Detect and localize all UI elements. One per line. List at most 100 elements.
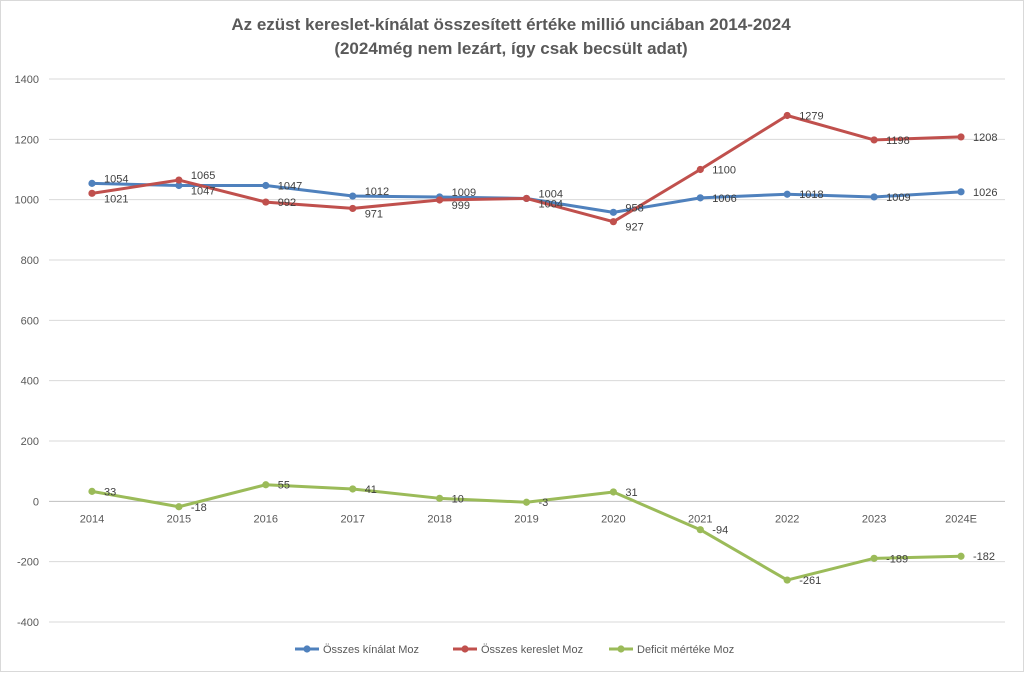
y-tick-label: 1000 xyxy=(15,195,39,207)
data-point xyxy=(436,196,444,204)
data-point xyxy=(870,136,878,144)
data-label: 33 xyxy=(104,486,116,498)
legend-label: Összes kínálat Moz xyxy=(323,644,419,656)
data-label: 1198 xyxy=(886,135,910,147)
data-point xyxy=(522,498,531,506)
y-axis: 1400 1200 1000 800 600 400 200 0 -200 -400 xyxy=(15,74,39,629)
x-tick-label: 2021 xyxy=(688,513,712,525)
data-point xyxy=(88,179,96,187)
legend[interactable]: Összes kínálat Moz Összes kereslet Moz Def… xyxy=(295,644,734,656)
legend-item[interactable]: Összes kereslet Moz xyxy=(453,644,583,656)
data-label: 999 xyxy=(452,200,470,212)
data-point xyxy=(783,190,791,198)
data-label: -18 xyxy=(191,502,207,514)
x-axis: 2014 2015 2016 2017 2018 2019 2020 2021 2022 2023… xyxy=(80,513,977,525)
data-point xyxy=(262,198,270,206)
legend-swatch-marker xyxy=(617,645,625,653)
legend-item[interactable]: Összes kínálat Moz xyxy=(295,644,419,656)
data-point xyxy=(696,526,704,534)
data-label: 1018 xyxy=(799,189,823,201)
data-label: 55 xyxy=(278,480,290,492)
data-labels: 1054 1047 1047 1012 1009 1004 958 1006 1018 1009 1… xyxy=(104,111,997,588)
x-tick-label: 2023 xyxy=(862,513,886,525)
legend-swatch-marker xyxy=(303,645,311,653)
series-line xyxy=(90,114,963,224)
data-point xyxy=(870,554,878,562)
y-tick-label: -200 xyxy=(17,557,39,569)
data-label: 1021 xyxy=(104,193,128,205)
data-label: 1026 xyxy=(973,187,997,199)
data-point xyxy=(175,176,183,184)
data-label: 992 xyxy=(278,197,296,209)
data-point xyxy=(262,181,270,190)
data-point xyxy=(175,181,183,190)
x-tick-label: 2014 xyxy=(80,513,104,525)
data-label: 1006 xyxy=(712,193,736,205)
data-label: -94 xyxy=(712,525,728,537)
data-label: 41 xyxy=(365,484,377,496)
data-point xyxy=(696,194,704,202)
y-tick-label: 1200 xyxy=(15,134,39,146)
data-label: -261 xyxy=(799,575,821,587)
data-label: 927 xyxy=(625,222,643,234)
x-tick-label: 2017 xyxy=(340,513,364,525)
data-point xyxy=(957,133,965,141)
data-point xyxy=(609,218,618,226)
gridlines xyxy=(49,78,1005,623)
data-point xyxy=(436,494,444,502)
data-point xyxy=(783,576,791,584)
x-tick-label: 2015 xyxy=(167,513,191,525)
series xyxy=(88,111,965,584)
data-label: -189 xyxy=(886,553,908,565)
legend-label: Összes kereslet Moz xyxy=(481,644,583,656)
data-point xyxy=(522,194,531,203)
data-label: 1012 xyxy=(365,186,389,198)
legend-item[interactable]: Deficit mértéke Moz xyxy=(609,644,734,656)
data-label: 1054 xyxy=(104,173,128,185)
data-label: 10 xyxy=(452,493,464,505)
legend-label: Deficit mértéke Moz xyxy=(637,644,734,656)
data-label: 1100 xyxy=(712,165,736,177)
y-tick-label: 600 xyxy=(21,315,39,327)
data-label: 1004 xyxy=(539,198,563,210)
data-label: 1047 xyxy=(278,180,302,192)
data-label: 1047 xyxy=(191,185,215,197)
data-point xyxy=(349,485,357,493)
data-point xyxy=(349,192,357,200)
chart-subtitle: (2024még nem lezárt, így csak becsült ad… xyxy=(334,39,687,58)
data-point xyxy=(88,189,96,197)
data-point xyxy=(957,552,965,560)
data-point xyxy=(783,111,791,120)
data-point xyxy=(870,193,878,201)
data-point xyxy=(88,487,96,495)
data-label: 971 xyxy=(365,208,383,220)
y-tick-label: -400 xyxy=(17,617,39,629)
data-label: 958 xyxy=(625,202,643,214)
data-label: -182 xyxy=(973,551,995,563)
legend-swatch-marker xyxy=(461,645,469,653)
data-label: 1279 xyxy=(799,111,823,123)
data-point xyxy=(957,188,965,196)
data-label: -3 xyxy=(539,497,549,509)
data-point xyxy=(175,503,183,511)
data-label: 1208 xyxy=(973,132,997,144)
data-label: 31 xyxy=(625,487,637,499)
y-tick-label: 0 xyxy=(33,496,39,508)
data-point xyxy=(349,204,357,213)
x-tick-label: 2019 xyxy=(514,513,538,525)
y-tick-label: 1400 xyxy=(15,74,39,86)
x-tick-label: 2024E xyxy=(945,513,977,525)
x-tick-label: 2020 xyxy=(601,513,625,525)
x-tick-label: 2016 xyxy=(254,513,278,525)
chart-title: Az ezüst kereslet-kínálat összesített ér… xyxy=(231,15,791,34)
y-tick-label: 400 xyxy=(21,376,39,388)
y-tick-label: 800 xyxy=(21,255,39,267)
data-point xyxy=(696,165,704,174)
data-label: 1004 xyxy=(539,188,563,200)
data-point xyxy=(262,481,270,489)
y-tick-label: 200 xyxy=(21,436,39,448)
data-label: 1065 xyxy=(191,170,215,182)
x-tick-label: 2022 xyxy=(775,513,799,525)
